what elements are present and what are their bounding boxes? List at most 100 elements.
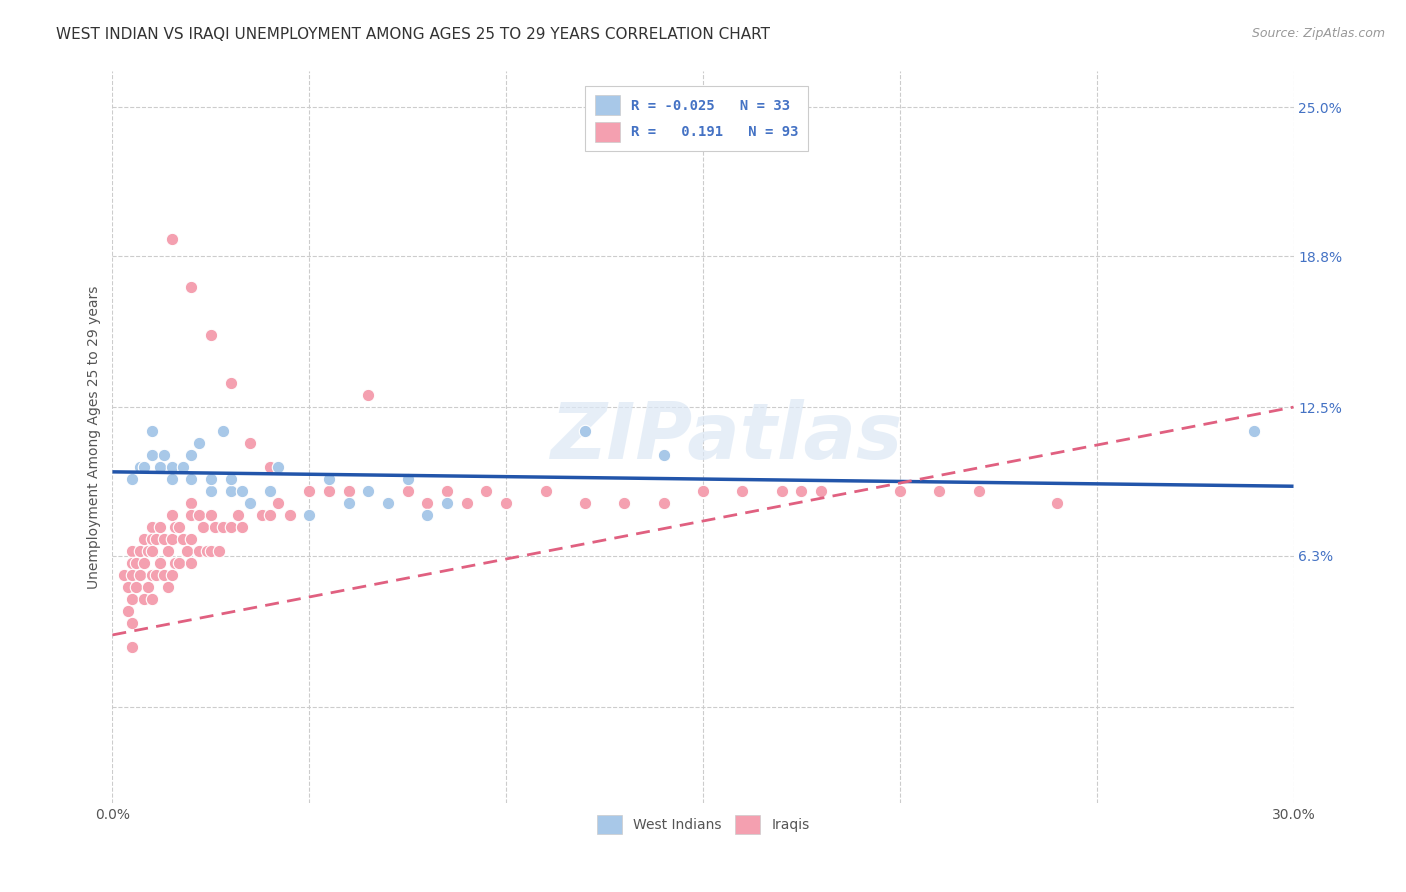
Point [129, 544, 152, 558]
Point [152, 532, 174, 546]
Point [149, 520, 172, 534]
Point [239, 436, 262, 450]
Point [208, 544, 231, 558]
Point [495, 496, 517, 510]
Point [456, 496, 478, 510]
Point [267, 496, 290, 510]
Point [145, 532, 167, 546]
Point [129, 568, 152, 582]
Point [152, 448, 174, 462]
Point [204, 520, 226, 534]
Point [141, 544, 163, 558]
Point [889, 483, 911, 498]
Text: Source: ZipAtlas.com: Source: ZipAtlas.com [1251, 27, 1385, 40]
Text: ZIPatlas: ZIPatlas [551, 399, 903, 475]
Point [152, 568, 174, 582]
Point [156, 580, 179, 594]
Point [121, 568, 143, 582]
Point [298, 508, 321, 522]
Point [219, 483, 242, 498]
Point [574, 496, 596, 510]
Point [652, 496, 675, 510]
Point [149, 460, 172, 475]
Point [574, 424, 596, 438]
Point [231, 483, 253, 498]
Point [259, 508, 281, 522]
Point [790, 483, 813, 498]
Point [416, 496, 439, 510]
Point [132, 591, 155, 606]
Point [200, 472, 222, 486]
Point [278, 508, 301, 522]
Point [121, 591, 143, 606]
Point [121, 472, 143, 486]
Point [613, 496, 636, 510]
Point [125, 556, 148, 570]
Point [337, 483, 360, 498]
Point [129, 460, 152, 475]
Legend: West Indians, Iraqis: West Indians, Iraqis [591, 809, 815, 839]
Point [188, 508, 211, 522]
Point [1243, 424, 1265, 438]
Point [141, 591, 163, 606]
Point [219, 472, 242, 486]
Point [731, 483, 754, 498]
Point [180, 532, 202, 546]
Point [259, 483, 281, 498]
Point [160, 232, 183, 246]
Point [967, 483, 990, 498]
Point [136, 544, 159, 558]
Point [188, 436, 211, 450]
Point [337, 496, 360, 510]
Point [156, 544, 179, 558]
Point [141, 520, 163, 534]
Point [169, 556, 191, 570]
Point [219, 376, 242, 391]
Point [377, 496, 399, 510]
Point [121, 556, 143, 570]
Point [160, 532, 183, 546]
Point [191, 520, 214, 534]
Point [132, 460, 155, 475]
Point [200, 508, 222, 522]
Point [176, 544, 198, 558]
Point [396, 483, 419, 498]
Point [928, 483, 950, 498]
Point [318, 483, 340, 498]
Point [188, 544, 211, 558]
Point [112, 568, 135, 582]
Point [770, 483, 793, 498]
Point [165, 520, 187, 534]
Point [141, 568, 163, 582]
Point [117, 580, 139, 594]
Point [200, 483, 222, 498]
Y-axis label: Unemployment Among Ages 25 to 29 years: Unemployment Among Ages 25 to 29 years [87, 285, 101, 589]
Point [136, 580, 159, 594]
Point [160, 472, 183, 486]
Point [810, 483, 832, 498]
Point [219, 520, 242, 534]
Point [149, 556, 172, 570]
Point [239, 496, 262, 510]
Point [180, 472, 202, 486]
Text: WEST INDIAN VS IRAQI UNEMPLOYMENT AMONG AGES 25 TO 29 YEARS CORRELATION CHART: WEST INDIAN VS IRAQI UNEMPLOYMENT AMONG … [56, 27, 770, 42]
Point [377, 496, 399, 510]
Point [1046, 496, 1069, 510]
Point [169, 520, 191, 534]
Point [141, 448, 163, 462]
Point [165, 556, 187, 570]
Point [141, 424, 163, 438]
Point [228, 508, 250, 522]
Point [180, 448, 202, 462]
Point [160, 568, 183, 582]
Point [692, 483, 714, 498]
Point [396, 472, 419, 486]
Point [534, 483, 557, 498]
Point [121, 640, 143, 654]
Point [132, 532, 155, 546]
Point [475, 483, 498, 498]
Point [180, 280, 202, 294]
Point [132, 556, 155, 570]
Point [145, 568, 167, 582]
Point [652, 448, 675, 462]
